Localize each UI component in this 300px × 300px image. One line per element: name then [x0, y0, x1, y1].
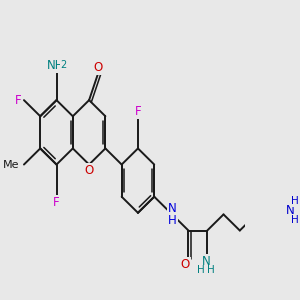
- Text: F: F: [135, 105, 141, 118]
- Text: N: N: [285, 204, 294, 217]
- Text: O: O: [180, 258, 190, 271]
- Text: H: H: [197, 266, 205, 275]
- Text: H: H: [208, 266, 215, 275]
- Text: N: N: [202, 255, 211, 268]
- Text: Me: Me: [3, 160, 20, 170]
- Text: H: H: [168, 214, 177, 227]
- Text: N: N: [168, 202, 177, 215]
- Text: 2: 2: [61, 60, 67, 70]
- Text: H: H: [291, 214, 299, 224]
- Text: F: F: [53, 196, 60, 209]
- Text: H: H: [291, 196, 299, 206]
- Text: O: O: [94, 61, 103, 74]
- Text: O: O: [85, 164, 94, 177]
- Text: F: F: [15, 94, 21, 106]
- Text: NH: NH: [46, 59, 64, 72]
